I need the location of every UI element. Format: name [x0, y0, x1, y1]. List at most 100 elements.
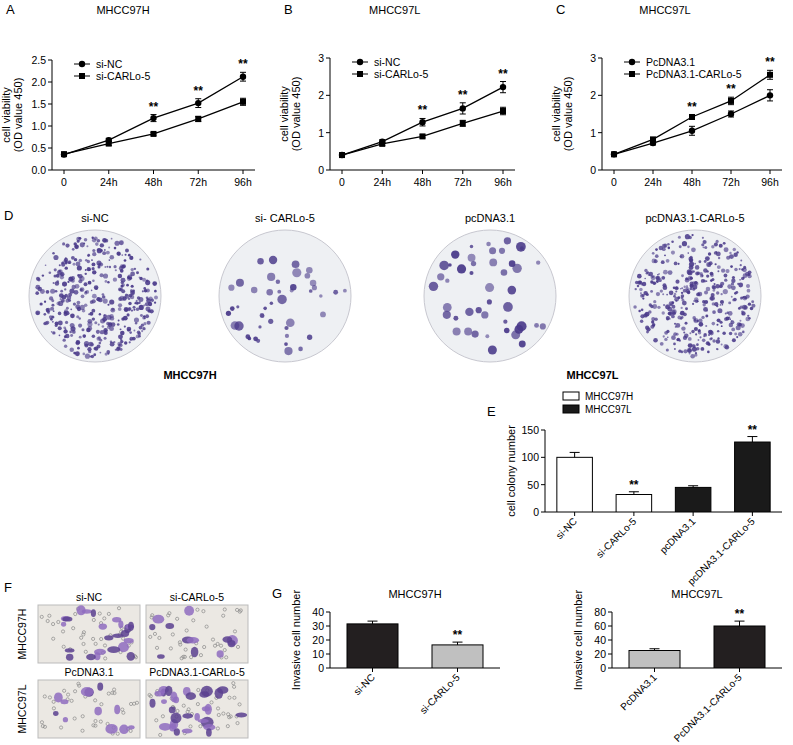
data-point: [379, 141, 385, 147]
colony: [739, 268, 741, 270]
colony: [698, 331, 702, 335]
colony: [487, 299, 492, 304]
x-tick: [653, 170, 654, 174]
x-tick: [770, 170, 771, 174]
data-point: [500, 108, 506, 114]
colony: [276, 280, 280, 284]
colony: [717, 308, 722, 313]
colony: [671, 251, 675, 255]
colony: [52, 252, 54, 254]
pore: [111, 691, 114, 694]
colony: [102, 325, 105, 328]
colony: [106, 251, 110, 255]
colony: [725, 313, 727, 315]
colony: [716, 240, 719, 243]
pore: [226, 725, 229, 728]
cell: [182, 729, 193, 734]
x-tick-label: si-NC: [554, 516, 579, 541]
colony: [124, 326, 126, 328]
pore: [61, 630, 64, 633]
colony: [76, 262, 81, 267]
colony: [694, 319, 697, 322]
colony: [134, 268, 136, 270]
y-tick: [598, 58, 602, 59]
colony: [669, 291, 674, 296]
y-tick-label: 10: [312, 648, 324, 660]
colony: [306, 267, 313, 274]
colony: [674, 348, 676, 350]
colony: [35, 285, 40, 290]
colony: [128, 329, 130, 331]
colony: [688, 343, 693, 348]
error-bar: [195, 116, 201, 121]
colony: [742, 305, 747, 310]
x-tick: [752, 512, 753, 516]
colony: [738, 332, 743, 337]
pore: [40, 721, 43, 724]
pore: [52, 700, 55, 703]
pore: [81, 729, 84, 732]
colony: [666, 348, 669, 351]
pore: [113, 688, 116, 691]
colony: [731, 279, 735, 283]
significance: **: [735, 607, 745, 621]
colony: [708, 330, 713, 335]
colony: [536, 260, 540, 264]
y-tick-label: 30: [312, 620, 324, 632]
cell: [94, 649, 106, 655]
pore: [210, 701, 213, 704]
dish: [219, 230, 351, 362]
colony: [56, 301, 60, 305]
colony: [127, 308, 131, 312]
colony: [702, 237, 704, 239]
colony: [712, 322, 716, 326]
colony: [677, 316, 681, 320]
colony: [51, 304, 54, 307]
colony: [722, 304, 724, 306]
colony: [666, 294, 668, 296]
colony: [724, 278, 727, 281]
pore: [43, 725, 46, 728]
colony: [710, 279, 713, 282]
significance: **: [726, 82, 736, 96]
colony: [519, 341, 526, 348]
colony: [236, 305, 239, 308]
colony: [62, 282, 67, 287]
pore: [213, 644, 216, 647]
bar: [735, 442, 771, 512]
error-bar: [767, 90, 773, 101]
y-tick: [608, 640, 612, 641]
y-axis: [330, 58, 331, 170]
colony: [75, 245, 79, 249]
colony: [701, 279, 705, 283]
colony: [87, 254, 90, 257]
colony: [128, 307, 131, 310]
colony: [481, 311, 488, 318]
colony: [691, 330, 694, 333]
pore: [70, 699, 73, 702]
colony: [137, 331, 141, 335]
colony: [144, 317, 146, 319]
colony: [501, 269, 508, 276]
pore: [40, 615, 43, 618]
colony: [107, 266, 109, 268]
colony: [698, 318, 702, 322]
colony: [58, 326, 62, 330]
colony: [230, 306, 235, 311]
data-point: [767, 72, 773, 78]
x-tick-label: PcDNA3.1-CARLo-5: [672, 671, 745, 744]
pore: [43, 695, 46, 698]
x-tick-label: 24h: [644, 176, 662, 188]
cell: [118, 620, 123, 628]
colony: [127, 277, 131, 281]
colony: [517, 321, 527, 331]
colony: [133, 306, 136, 309]
x-tick: [457, 668, 458, 672]
colony: [717, 265, 721, 269]
colony: [110, 341, 112, 343]
y-tick-label: 0.0: [31, 164, 46, 176]
colony: [131, 268, 134, 271]
colony: [690, 282, 694, 286]
colony: [712, 310, 716, 314]
colony: [653, 300, 656, 303]
